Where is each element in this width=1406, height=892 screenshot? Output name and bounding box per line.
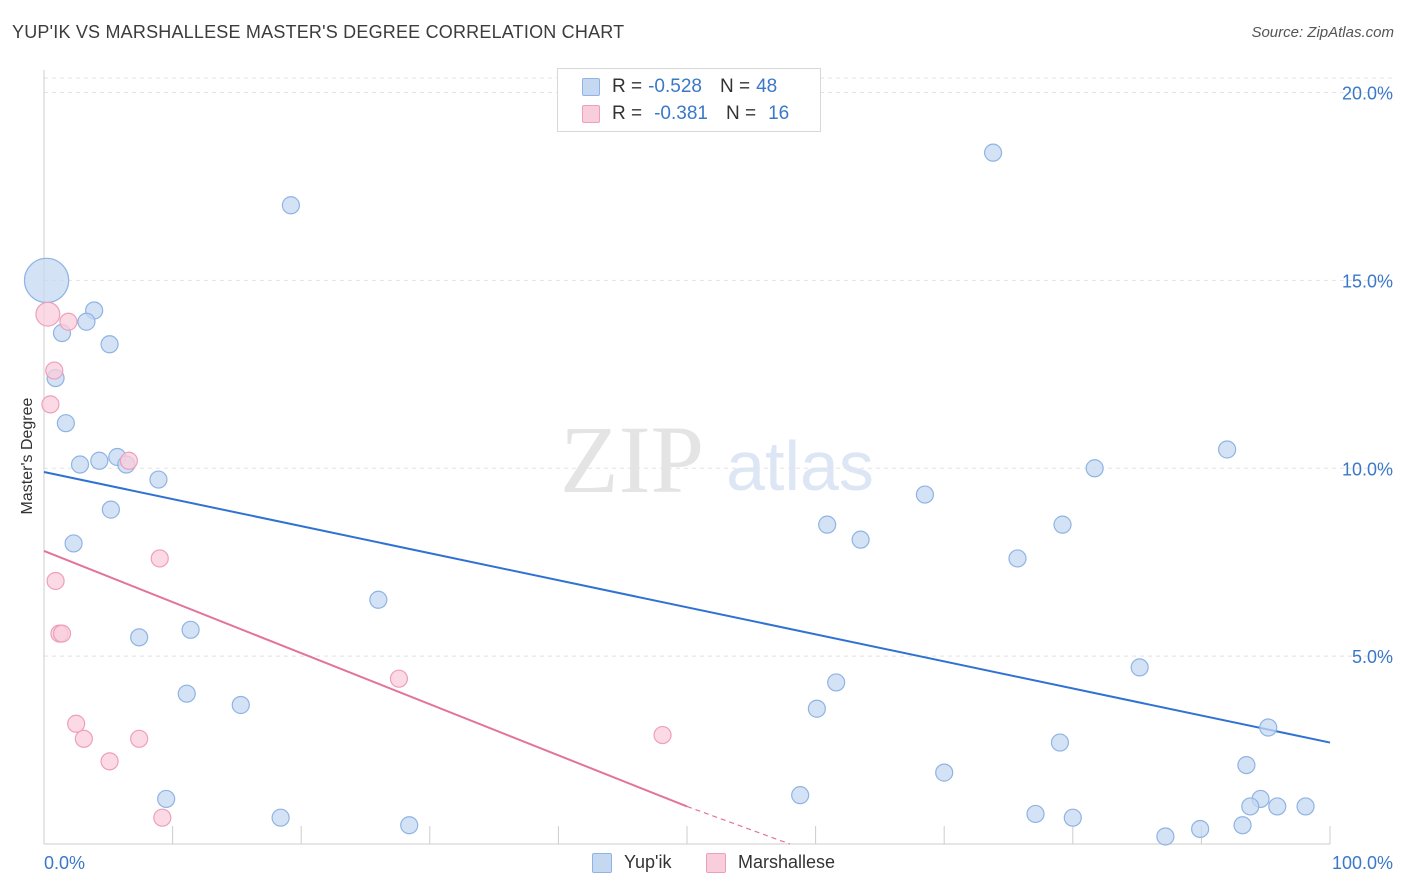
marshallese-point (119, 451, 138, 470)
yupik-point (64, 534, 83, 553)
stats-legend: R = -0.528 N = 48 R = -0.381 N = 16 (557, 68, 821, 132)
yupik-point (983, 143, 1003, 162)
yupik-point (281, 196, 301, 215)
yupik-point (1085, 459, 1104, 478)
yupik-point (1050, 733, 1070, 752)
marshallese-trend-extension (686, 805, 791, 845)
data-points (23, 143, 1315, 846)
yupik-point (791, 786, 810, 805)
yupik-point (851, 530, 870, 549)
yupik-point (369, 590, 388, 609)
yupik-point (271, 808, 290, 827)
legend-r-value: -0.528 (648, 76, 702, 97)
y-tick-label: 20.0% (1342, 84, 1393, 104)
yupik-point (70, 455, 90, 474)
yupik-point (915, 485, 935, 504)
yupik-point (1233, 816, 1252, 835)
watermark: ZIP atlas (560, 406, 874, 513)
yupik-point (90, 451, 109, 470)
yupik-point (130, 628, 149, 647)
yupik-point (56, 414, 75, 433)
watermark-atlas: atlas (726, 427, 874, 505)
legend-row-marshallese: R = -0.381 N = 16 (582, 102, 789, 126)
legend-n-label: N = (719, 76, 751, 97)
marshallese-point (67, 714, 86, 733)
legend-r-label: R = (612, 103, 643, 124)
yupik-trend-line (43, 471, 1331, 744)
y-tick-label: 15.0% (1342, 271, 1393, 291)
yupik-point (181, 620, 200, 639)
legend-label-marshallese: Marshallese (738, 852, 836, 872)
series-legend: Yup'ik Marshallese (0, 852, 1406, 878)
legend-r-label: R = (612, 76, 643, 97)
yupik-point (77, 312, 96, 331)
yupik-point (1008, 549, 1027, 568)
yupik-point (1063, 808, 1082, 827)
x-tick-label: 100.0% (1332, 853, 1393, 873)
legend-label-yupik: Yup'ik (624, 852, 672, 872)
grid (44, 77, 1394, 657)
legend-item-yupik[interactable]: Yup'ik (592, 852, 671, 873)
yupik-point (1237, 755, 1256, 775)
yupik-point (231, 695, 250, 715)
marshallese-point (153, 808, 172, 827)
legend-swatch-blue (592, 852, 612, 873)
axes (43, 70, 1331, 845)
marshallese-point (35, 301, 61, 327)
tick-labels: 5.0% 10.0% 15.0% 20.0% 0.0% 100.0% (44, 84, 1393, 873)
yupik-point (827, 673, 846, 692)
source-label: Source: ZipAtlas.com (1251, 24, 1394, 41)
legend-row-yupik: R = -0.528 N = 48 (582, 75, 777, 99)
legend-n-value: 16 (768, 103, 790, 124)
marshallese-point (130, 729, 149, 748)
yupik-point (1268, 797, 1287, 816)
yupik-point (177, 684, 196, 703)
yupik-point (101, 500, 120, 519)
marshallese-point (150, 549, 169, 568)
yupik-point (818, 515, 837, 534)
y-tick-label: 10.0% (1342, 459, 1393, 479)
trend-lines (43, 471, 1331, 845)
yupik-point (1130, 658, 1149, 677)
yupik-point (1259, 718, 1278, 737)
yupik-point (1191, 819, 1210, 839)
y-axis-label: Master's Degree (19, 397, 36, 515)
x-tick-label: 0.0% (44, 853, 85, 873)
marshallese-point (74, 729, 93, 748)
yupik-point (1296, 797, 1315, 816)
marshallese-point (389, 669, 409, 688)
yupik-point (100, 335, 119, 354)
marshallese-point (59, 312, 78, 331)
yupik-point (1241, 797, 1260, 816)
marshallese-point (46, 571, 65, 591)
yupik-point (400, 816, 419, 835)
yupik-point (1026, 804, 1045, 824)
yupik-point (23, 257, 70, 304)
chart-title: YUP'IK VS MARSHALLESE MASTER'S DEGREE CO… (12, 22, 625, 42)
y-tick-label: 5.0% (1352, 647, 1393, 667)
yupik-point (1053, 515, 1072, 534)
legend-r-value: -0.381 (654, 103, 708, 124)
legend-n-label: N = (725, 103, 757, 124)
marshallese-point (45, 361, 64, 380)
legend-swatch-blue (582, 78, 600, 96)
marshallese-point (653, 725, 672, 745)
marshallese-point (52, 624, 72, 643)
marshallese-point (41, 395, 60, 414)
legend-item-marshallese[interactable]: Marshallese (706, 852, 835, 873)
legend-n-value: 48 (756, 76, 778, 97)
marshallese-trend-line (43, 550, 688, 808)
yupik-point (1218, 440, 1237, 459)
marshallese-point (100, 752, 119, 771)
yupik-point (157, 789, 176, 809)
legend-swatch-pink (706, 852, 726, 873)
yupik-point (1156, 827, 1175, 846)
watermark-zip: ZIP (560, 406, 704, 513)
legend-swatch-pink (582, 105, 600, 123)
yupik-point (935, 763, 954, 782)
yupik-point (807, 699, 826, 718)
yupik-point (149, 470, 168, 489)
